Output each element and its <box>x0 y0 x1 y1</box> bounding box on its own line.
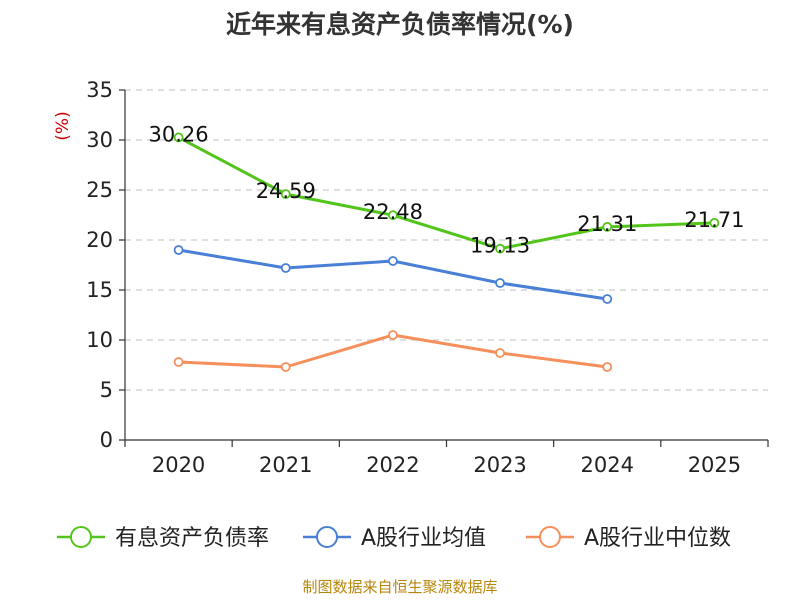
y-tick-label-0: 0 <box>100 428 113 452</box>
legend-label-2: A股行业中位数 <box>584 526 731 551</box>
y-axis-unit: (%) <box>53 111 73 140</box>
y-tick-label-15: 15 <box>86 278 113 302</box>
series-0-point-2025 <box>709 217 720 228</box>
x-tick-label-2024: 2024 <box>581 453 634 477</box>
legend: 有息资产负债率 A股行业均值 A股行业中位数 <box>57 526 731 551</box>
series-0-point-2024 <box>602 221 613 232</box>
series-0-point-2020 <box>173 132 184 143</box>
y-tick-label-5: 5 <box>100 378 113 402</box>
legend-item-1: A股行业均值 <box>303 526 486 551</box>
y-tick-label-25: 25 <box>86 178 113 202</box>
legend-item-0: 有息资产负债率 <box>57 526 269 551</box>
data-label-2020: 30.26 <box>149 122 209 146</box>
series-1-point-2022 <box>388 256 398 266</box>
series-2 <box>173 330 613 372</box>
series-2-point-2022 <box>388 330 398 340</box>
y-tick-label-35: 35 <box>86 78 113 102</box>
x-tick-label-2020: 2020 <box>152 453 205 477</box>
x-tick-label-2022: 2022 <box>366 453 419 477</box>
y-tick-label-20: 20 <box>86 228 113 252</box>
legend-label-0: 有息资产负债率 <box>115 526 269 551</box>
y-tick-label-30: 30 <box>86 128 113 152</box>
series-0-point-2023 <box>495 243 505 254</box>
series-1-point-2023 <box>495 278 505 288</box>
data-label-2023: 19.13 <box>470 234 530 258</box>
data-label-2025: 21.71 <box>684 208 744 232</box>
x-tick-label-2021: 2021 <box>259 453 312 477</box>
chart-title: 近年来有息资产负债率情况(%) <box>226 10 574 39</box>
legend-marker-2 <box>539 526 561 548</box>
series-1-point-2021 <box>280 263 291 273</box>
series-1-point-2024 <box>602 294 613 304</box>
series-lines <box>173 132 720 372</box>
x-tick-label-2023: 2023 <box>473 453 526 477</box>
data-label-2022: 22.48 <box>363 200 423 224</box>
series-2-point-2021 <box>280 362 291 372</box>
data-labels: 30.26 24.59 22.48 19.13 21.31 21.71 <box>149 122 745 257</box>
series-0-point-2022 <box>388 210 398 221</box>
series-1 <box>173 245 613 304</box>
data-label-2021: 24.59 <box>256 179 316 203</box>
legend-marker-1 <box>316 526 338 548</box>
series-2-point-2024 <box>602 362 613 372</box>
legend-label-1: A股行业均值 <box>361 526 486 551</box>
grid-lines <box>125 89 768 391</box>
series-2-point-2023 <box>495 348 505 358</box>
y-tick-label-10: 10 <box>86 328 113 352</box>
x-tick-label-2025: 2025 <box>688 453 741 477</box>
series-1-point-2020 <box>173 245 184 255</box>
data-label-2024: 21.31 <box>577 212 637 236</box>
series-0 <box>173 132 720 254</box>
series-0-point-2021 <box>280 189 291 200</box>
source-note: 制图数据来自恒生聚源数据库 <box>302 578 497 596</box>
legend-marker-0 <box>70 526 92 548</box>
legend-item-2: A股行业中位数 <box>526 526 731 551</box>
series-line-0 <box>177 136 715 251</box>
series-2-point-2020 <box>173 357 184 367</box>
